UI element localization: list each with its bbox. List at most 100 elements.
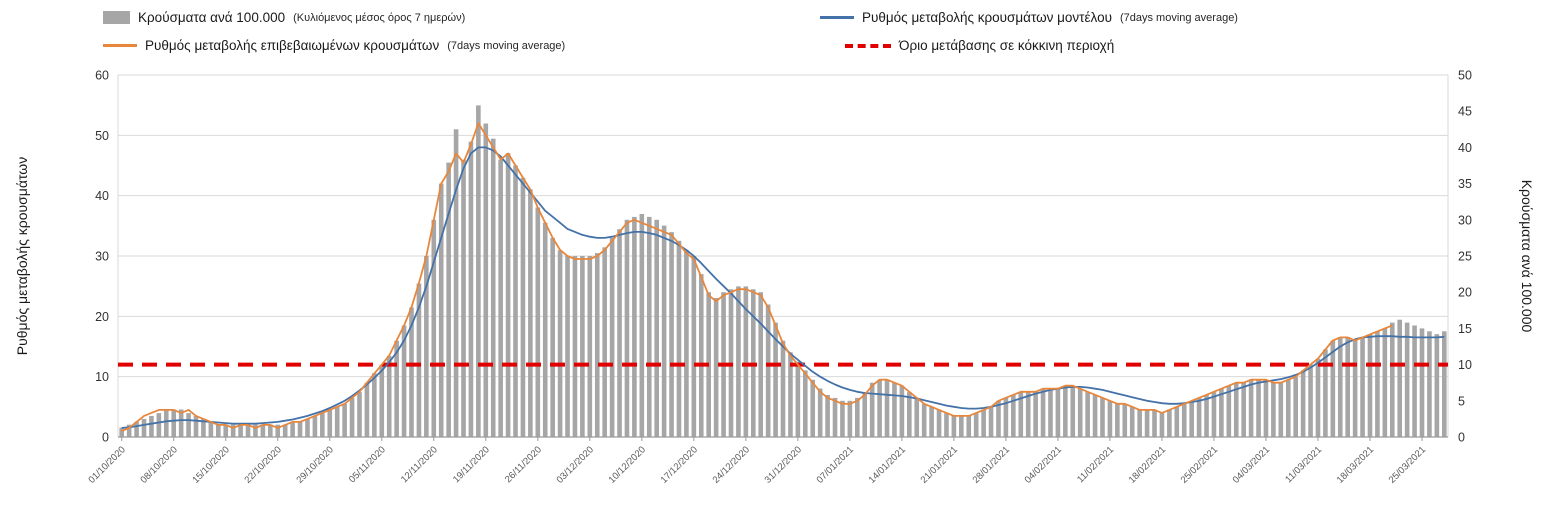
x-tick-label: 01/10/2020 bbox=[86, 444, 127, 485]
bar bbox=[684, 250, 689, 437]
bar bbox=[260, 424, 266, 437]
bar bbox=[810, 379, 816, 437]
x-tick-label: 29/10/2020 bbox=[294, 444, 335, 485]
bar bbox=[892, 382, 897, 437]
bar bbox=[1196, 397, 1202, 437]
left-tick-label: 10 bbox=[95, 370, 109, 384]
bar bbox=[446, 162, 451, 437]
x-tick-label: 18/02/2021 bbox=[1127, 444, 1168, 485]
bar bbox=[1159, 413, 1165, 437]
x-tick-label: 18/03/2021 bbox=[1335, 444, 1376, 485]
legend-label: Όριο μετάβασης σε κόκκινη περιοχή bbox=[899, 38, 1115, 53]
bar bbox=[825, 395, 830, 437]
x-tick-label: 25/03/2021 bbox=[1387, 444, 1428, 485]
bar bbox=[1040, 388, 1046, 437]
bar bbox=[171, 409, 177, 437]
x-tick-label: 10/12/2020 bbox=[607, 444, 648, 485]
bar bbox=[424, 256, 429, 437]
bar bbox=[193, 416, 199, 437]
bar bbox=[186, 413, 191, 437]
bar bbox=[617, 229, 622, 437]
bar bbox=[1122, 403, 1128, 437]
right-tick-label: 5 bbox=[1458, 394, 1465, 408]
bar bbox=[1256, 379, 1261, 437]
bar bbox=[431, 219, 437, 437]
bar bbox=[401, 325, 407, 437]
bar bbox=[855, 397, 860, 437]
bar bbox=[907, 392, 912, 437]
bar bbox=[1137, 409, 1142, 437]
x-tick-label: 04/02/2021 bbox=[1023, 444, 1064, 485]
bar bbox=[817, 388, 823, 437]
x-tick-label: 17/12/2020 bbox=[659, 444, 700, 485]
x-tick-label: 12/11/2020 bbox=[399, 444, 440, 485]
right-tick-label: 45 bbox=[1458, 105, 1472, 119]
x-tick-label: 28/01/2021 bbox=[971, 444, 1012, 485]
model-line-swatch bbox=[820, 16, 854, 19]
bar bbox=[1323, 349, 1328, 437]
bar bbox=[966, 416, 972, 437]
bar bbox=[1003, 397, 1009, 437]
bar bbox=[921, 403, 927, 437]
bar bbox=[624, 219, 630, 437]
bar bbox=[357, 392, 362, 437]
left-tick-label: 40 bbox=[95, 189, 109, 203]
x-tick-label: 21/01/2021 bbox=[919, 444, 960, 485]
right-tick-label: 30 bbox=[1458, 213, 1472, 227]
right-tick-label: 20 bbox=[1458, 286, 1472, 300]
bar bbox=[914, 397, 920, 437]
bar bbox=[550, 237, 555, 437]
bar bbox=[929, 406, 934, 437]
left-tick-label: 50 bbox=[95, 129, 109, 143]
bar bbox=[535, 207, 541, 437]
x-tick-label: 03/12/2020 bbox=[555, 444, 596, 485]
bar bbox=[156, 413, 162, 437]
bar bbox=[542, 222, 548, 437]
bar bbox=[372, 373, 377, 437]
bar bbox=[1285, 379, 1291, 437]
bar bbox=[1070, 385, 1076, 437]
bar bbox=[1204, 395, 1209, 437]
bar bbox=[149, 416, 154, 437]
right-tick-label: 15 bbox=[1458, 322, 1472, 336]
legend-item-confirmed-rate: Ρυθμός μεταβολής επιβεβαιωμένων κρουσμάτ… bbox=[103, 38, 565, 53]
legend-label: Ρυθμός μεταβολής κρουσμάτων μοντέλου bbox=[862, 10, 1112, 25]
bar bbox=[899, 385, 905, 437]
right-tick-label: 25 bbox=[1458, 250, 1472, 264]
bar bbox=[661, 225, 667, 437]
bar bbox=[513, 165, 518, 437]
x-tick-label: 07/01/2021 bbox=[815, 444, 856, 485]
bar bbox=[1352, 340, 1358, 437]
bar bbox=[409, 307, 414, 437]
bar bbox=[1345, 337, 1350, 437]
left-axis-title: Ρυθμός μεταβολής κρουσμάτων bbox=[14, 156, 30, 356]
bar bbox=[1271, 382, 1276, 437]
bar bbox=[1337, 337, 1343, 437]
confirmed-line-swatch bbox=[103, 44, 137, 47]
left-tick-label: 0 bbox=[102, 431, 109, 445]
legend-sublabel: (7days moving average) bbox=[1119, 11, 1238, 24]
bar bbox=[758, 292, 764, 437]
bar bbox=[936, 409, 942, 437]
bar bbox=[1048, 388, 1053, 437]
legend-item-model-rate: Ρυθμός μεταβολής κρουσμάτων μοντέλου (7d… bbox=[820, 10, 1238, 25]
bar bbox=[282, 424, 288, 437]
bar bbox=[1330, 340, 1336, 437]
bar bbox=[320, 413, 325, 437]
bar bbox=[216, 424, 221, 437]
bar bbox=[230, 424, 236, 437]
bar bbox=[208, 421, 214, 437]
bar bbox=[1278, 382, 1284, 437]
x-tick-label: 11/03/2021 bbox=[1283, 444, 1324, 485]
bar bbox=[1233, 382, 1239, 437]
x-tick-label: 08/10/2020 bbox=[138, 444, 179, 485]
bar bbox=[580, 256, 585, 437]
bar bbox=[1315, 358, 1321, 437]
bar bbox=[1107, 400, 1113, 437]
bar bbox=[795, 361, 801, 437]
bar bbox=[1308, 364, 1313, 437]
bar bbox=[327, 409, 333, 437]
bar bbox=[1427, 331, 1432, 437]
right-tick-label: 40 bbox=[1458, 141, 1472, 155]
